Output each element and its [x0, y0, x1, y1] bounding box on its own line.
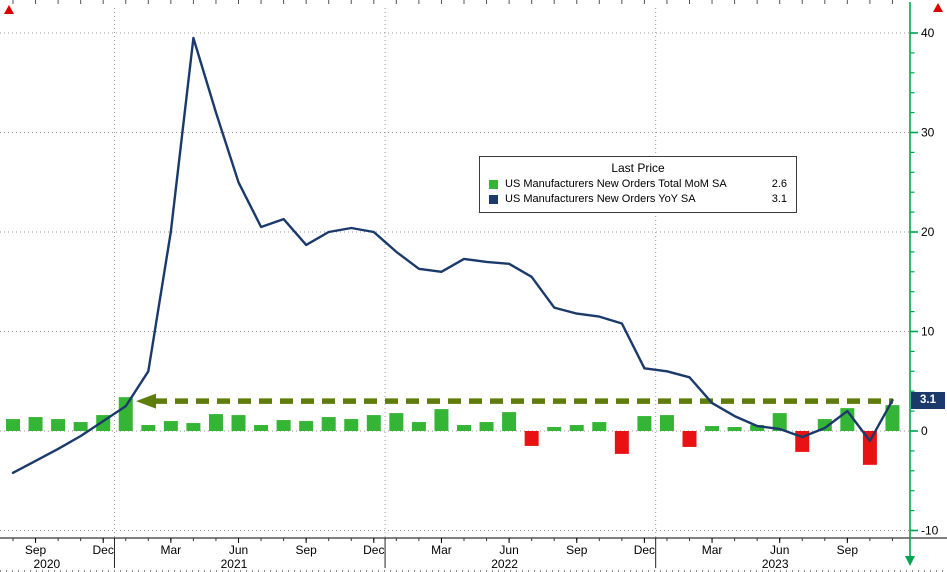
- mom-bar: [885, 405, 900, 431]
- mom-bar: [231, 415, 246, 431]
- trend-arrow: [136, 393, 893, 409]
- mom-bar: [772, 413, 787, 431]
- mom-bar: [141, 425, 156, 431]
- mom-bar: [186, 423, 201, 431]
- mom-bar: [479, 422, 494, 431]
- legend-value-mom: 2.6: [771, 178, 787, 190]
- corner-markers: [4, 3, 943, 14]
- year-label: 2022: [491, 557, 518, 571]
- trend-arrow-head-icon: [136, 393, 156, 409]
- top-axis-ticks: [12, 0, 893, 4]
- y-tick-label: 20: [921, 225, 935, 239]
- mom-bar: [163, 421, 178, 431]
- offscale-marker-left-icon[interactable]: [4, 5, 14, 14]
- mom-bar: [208, 414, 223, 431]
- y-tick-label: -10: [921, 524, 939, 538]
- mom-bar: [750, 425, 765, 431]
- mom-bar: [817, 419, 832, 431]
- mom-bar: [51, 419, 66, 431]
- x-tick-label: Sep: [837, 543, 859, 557]
- x-tick-label: Jun: [229, 543, 248, 557]
- mom-bar: [434, 409, 449, 431]
- legend: Last Price US Manufacturers New Orders T…: [479, 156, 797, 213]
- yoy-line-path: [11, 36, 894, 474]
- x-tick-label: Dec: [634, 543, 655, 557]
- year-label: 2021: [221, 557, 248, 571]
- mom-bar: [411, 422, 426, 431]
- mom-bar: [547, 427, 562, 431]
- mom-bars: [6, 397, 900, 465]
- x-tick-label: Mar: [431, 543, 452, 557]
- mom-bar: [73, 422, 88, 431]
- mom-bar: [614, 431, 629, 454]
- mom-bar: [118, 397, 133, 431]
- axis-arrow-down-icon: [905, 556, 915, 566]
- y-tick-label: 40: [921, 26, 935, 40]
- mom-bar: [659, 415, 674, 431]
- year-label: 2023: [762, 557, 789, 571]
- mom-bar: [389, 413, 404, 431]
- legend-label-yoy: US Manufacturers New Orders YoY SA: [505, 193, 696, 205]
- mom-bar: [524, 431, 539, 446]
- bottom-minor-ticks: [0, 570, 947, 572]
- mom-bar: [637, 416, 652, 431]
- mom-bar: [705, 426, 720, 431]
- x-tick-label: Dec: [93, 543, 114, 557]
- x-tick-label: Sep: [566, 543, 588, 557]
- mom-bar: [6, 419, 20, 431]
- x-tick-label: Dec: [363, 543, 384, 557]
- x-tick-label: Sep: [295, 543, 317, 557]
- legend-value-yoy: 3.1: [771, 193, 787, 205]
- mom-bar: [299, 421, 314, 431]
- legend-row-mom: US Manufacturers New Orders Total MoM SA…: [489, 178, 787, 190]
- y-tick-label: 0: [921, 424, 928, 438]
- legend-title: Last Price: [611, 161, 665, 175]
- y-axis: -10 0 10 20 30 40: [905, 2, 939, 566]
- x-tick-label: Jun: [770, 543, 789, 557]
- x-tick-label: Sep: [25, 543, 47, 557]
- y-tick-label: 10: [921, 325, 935, 339]
- mom-bar: [254, 425, 269, 431]
- mom-bar: [727, 427, 742, 431]
- x-axis: Sep Dec Mar Jun Sep Dec Mar Jun Sep Dec Mar Jun Sep2…: [0, 537, 947, 571]
- mom-bar: [321, 417, 336, 431]
- mom-bar: [502, 412, 517, 431]
- legend-row-yoy: US Manufacturers New Orders YoY SA 3.1: [489, 193, 787, 205]
- x-tick-label: Jun: [499, 543, 518, 557]
- gridlines: [0, 8, 910, 538]
- mom-bar: [457, 425, 471, 431]
- mom-bar: [276, 420, 291, 431]
- x-tick-label: Mar: [702, 543, 723, 557]
- last-price-badge: 3.1: [911, 391, 945, 409]
- mom-bar: [344, 419, 359, 431]
- x-tick-label: Mar: [161, 543, 182, 557]
- mom-bar: [682, 431, 697, 447]
- y-tick-label: 30: [921, 126, 935, 140]
- year-label: 2020: [33, 557, 60, 571]
- legend-swatch-mom-icon: [489, 179, 498, 189]
- legend-label-mom: US Manufacturers New Orders Total MoM SA: [505, 178, 727, 190]
- legend-swatch-yoy-icon: [489, 194, 498, 204]
- yoy-line: [11, 36, 894, 474]
- mom-bar: [366, 415, 381, 431]
- mom-bar: [28, 417, 43, 431]
- offscale-marker-right-icon[interactable]: [933, 3, 943, 12]
- mom-bar: [862, 431, 877, 465]
- mom-bar: [592, 422, 607, 431]
- mom-bar: [569, 425, 584, 431]
